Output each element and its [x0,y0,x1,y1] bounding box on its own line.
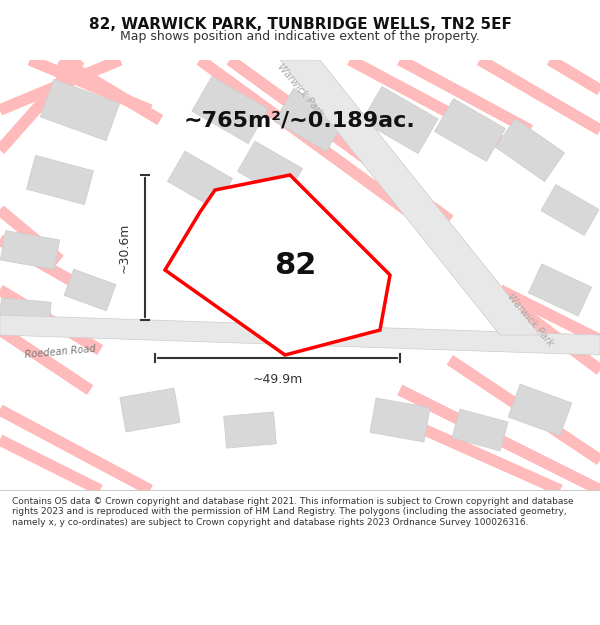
Bar [64,269,116,311]
Bar [496,119,565,181]
Bar [224,412,276,448]
Text: Map shows position and indicative extent of the property.: Map shows position and indicative extent… [120,30,480,43]
Bar [362,86,438,154]
Polygon shape [0,315,600,355]
Text: ~765m²/~0.189ac.: ~765m²/~0.189ac. [184,110,416,130]
Bar [26,156,94,204]
Bar [238,141,302,199]
Bar [275,89,346,151]
Polygon shape [280,60,540,335]
Text: Contains OS data © Crown copyright and database right 2021. This information is : Contains OS data © Crown copyright and d… [12,497,574,526]
Text: Roedean Road: Roedean Road [265,323,335,333]
Text: ~49.9m: ~49.9m [253,373,302,386]
Polygon shape [165,175,390,355]
Text: Roedean Road: Roedean Road [24,344,96,360]
Text: 82: 82 [274,251,316,279]
Bar [192,76,268,144]
Text: ~30.6m: ~30.6m [118,222,131,272]
Text: Warwick Park: Warwick Park [275,62,325,118]
Bar [434,99,505,161]
Bar [1,231,59,269]
Bar [120,388,180,432]
Bar [0,298,51,332]
Bar [167,151,233,209]
Bar [541,184,599,236]
Bar [508,384,572,436]
Bar [370,398,430,442]
Bar [452,409,508,451]
Bar [529,264,592,316]
Text: Warwick Park: Warwick Park [505,292,555,348]
Text: 82, WARWICK PARK, TUNBRIDGE WELLS, TN2 5EF: 82, WARWICK PARK, TUNBRIDGE WELLS, TN2 5… [89,17,511,32]
Bar [40,79,120,141]
